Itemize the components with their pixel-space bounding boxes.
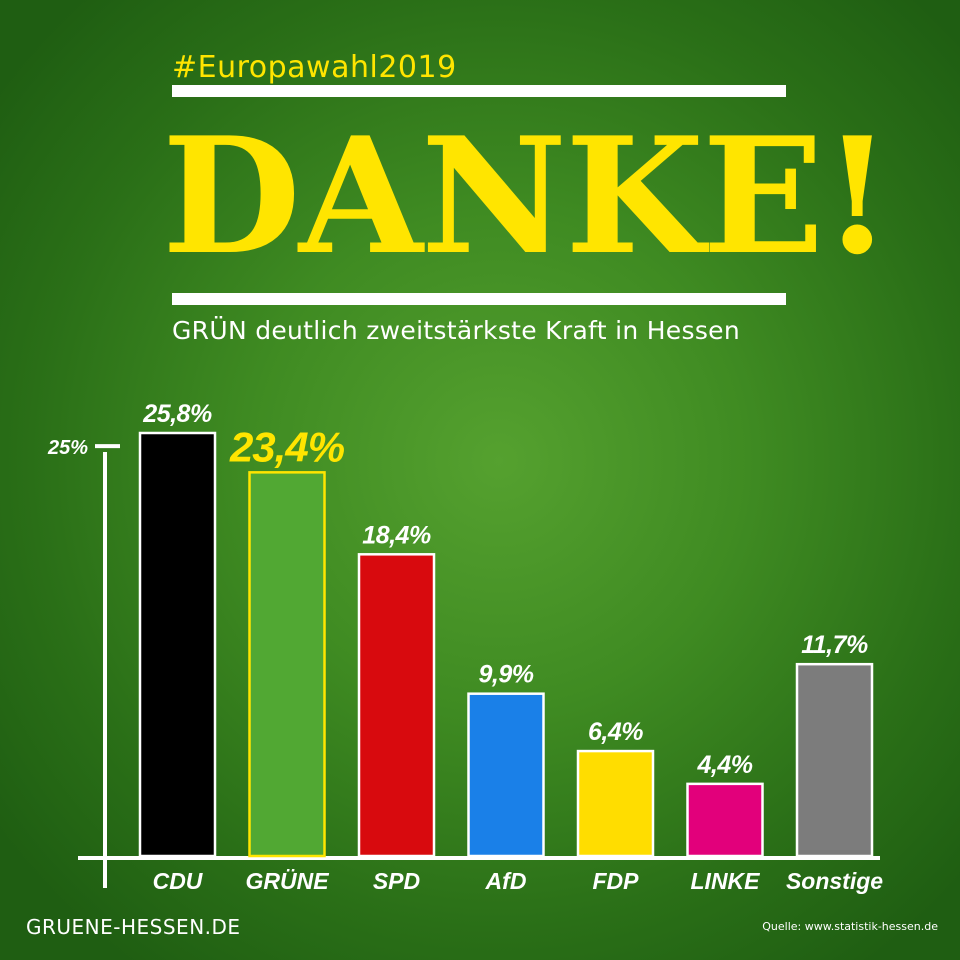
category-label: Sonstige [786,868,883,894]
bottom-rule [172,293,786,305]
source-label: Quelle: www.statistik-hessen.de [762,920,938,933]
category-label: AfD [485,868,527,894]
category-label: GRÜNE [245,868,329,894]
value-label: 11,7% [801,631,868,659]
bar-cdu [138,431,217,858]
bar-sonstige [795,662,874,858]
bar-fdp [576,749,655,858]
value-label: 9,9% [479,661,534,689]
category-label: SPD [373,868,420,894]
bar-afd [467,692,545,858]
hashtag: #Europawahl2019 [172,50,457,85]
top-rule [172,85,786,97]
bar-spd [357,553,436,858]
value-label: 23,4% [229,423,345,470]
bar-grüne [248,471,326,858]
website-label: GRUENE-HESSEN.DE [26,915,241,939]
category-label: LINKE [691,868,761,894]
subtitle: GRÜN deutlich zweitstärkste Kraft in Hes… [172,316,740,345]
y-tick-label: 25% [47,437,88,459]
bar-linke [686,782,764,858]
value-label: 25,8% [142,400,212,428]
value-label: 4,4% [697,751,753,779]
category-label: CDU [153,868,204,894]
headline: DANKE! [162,102,892,290]
category-label: FDP [593,868,640,894]
value-label: 6,4% [588,718,643,746]
value-label: 18,4% [362,521,431,549]
